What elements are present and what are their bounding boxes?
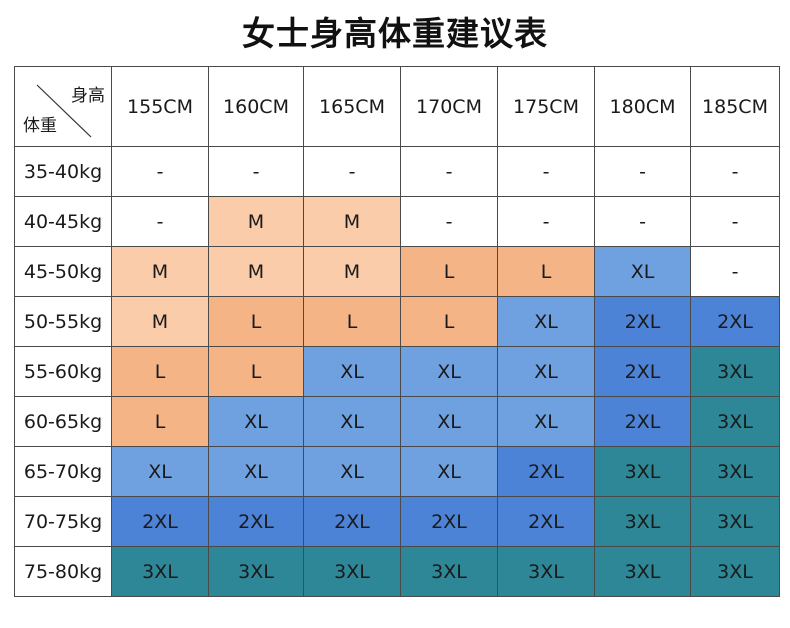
size-cell: - <box>497 196 595 247</box>
size-cell: 2XL <box>594 396 691 447</box>
height-header-165: 165CM <box>303 66 401 147</box>
corner-cell: 身高 体重 <box>14 66 112 147</box>
corner-height-label: 身高 <box>71 86 105 106</box>
size-cell: XL <box>111 446 209 497</box>
size-cell: M <box>303 196 401 247</box>
weight-label: 50-55kg <box>14 296 112 347</box>
table-row: 75-80kg 3XL 3XL 3XL 3XL 3XL 3XL 3XL <box>14 546 780 597</box>
size-cell: 3XL <box>690 446 780 497</box>
size-cell: 2XL <box>594 346 691 397</box>
size-cell: XL <box>400 446 498 497</box>
size-cell: XL <box>594 246 691 297</box>
size-cell: - <box>111 146 209 197</box>
weight-label: 75-80kg <box>14 546 112 597</box>
size-cell: - <box>208 146 304 197</box>
table-row: 40-45kg - M M - - - - <box>14 196 780 247</box>
header-row: 身高 体重 155CM 160CM 165CM 170CM 175CM 180C… <box>14 66 780 147</box>
size-cell: XL <box>303 346 401 397</box>
size-cell: XL <box>208 396 304 447</box>
size-cell: 3XL <box>594 546 691 597</box>
size-cell: L <box>111 396 209 447</box>
size-cell: 2XL <box>303 496 401 547</box>
size-cell: 3XL <box>400 546 498 597</box>
table-row: 35-40kg - - - - - - - <box>14 146 780 197</box>
size-cell: 3XL <box>690 496 780 547</box>
size-cell: XL <box>497 346 595 397</box>
table-row: 55-60kg L L XL XL XL 2XL 3XL <box>14 346 780 397</box>
size-cell: 2XL <box>594 296 691 347</box>
corner-weight-label: 体重 <box>23 116 57 136</box>
size-cell: - <box>303 146 401 197</box>
size-cell: 3XL <box>594 446 691 497</box>
weight-label: 45-50kg <box>14 246 112 297</box>
height-header-175: 175CM <box>497 66 595 147</box>
size-cell: L <box>111 346 209 397</box>
size-cell: M <box>208 246 304 297</box>
size-cell: - <box>497 146 595 197</box>
table-body: 35-40kg - - - - - - - 40-45kg - M M - - … <box>14 146 780 597</box>
size-cell: 3XL <box>690 546 780 597</box>
size-cell: - <box>594 196 691 247</box>
size-recommendation-table: 身高 体重 155CM 160CM 165CM 170CM 175CM 180C… <box>14 66 780 597</box>
size-cell: 3XL <box>303 546 401 597</box>
size-cell: XL <box>303 396 401 447</box>
size-cell: XL <box>303 446 401 497</box>
weight-label: 35-40kg <box>14 146 112 197</box>
height-header-185: 185CM <box>690 66 780 147</box>
table-row: 60-65kg L XL XL XL XL 2XL 3XL <box>14 396 780 447</box>
table-row: 65-70kg XL XL XL XL 2XL 3XL 3XL <box>14 446 780 497</box>
weight-label: 70-75kg <box>14 496 112 547</box>
table-row: 70-75kg 2XL 2XL 2XL 2XL 2XL 3XL 3XL <box>14 496 780 547</box>
size-cell: L <box>497 246 595 297</box>
weight-label: 40-45kg <box>14 196 112 247</box>
height-header-170: 170CM <box>400 66 498 147</box>
size-cell: 3XL <box>690 396 780 447</box>
size-cell: M <box>303 246 401 297</box>
size-cell: 3XL <box>208 546 304 597</box>
size-cell: XL <box>400 346 498 397</box>
size-cell: - <box>400 146 498 197</box>
table-row: 50-55kg M L L L XL 2XL 2XL <box>14 296 780 347</box>
size-cell: - <box>111 196 209 247</box>
size-cell: M <box>208 196 304 247</box>
size-cell: - <box>690 146 780 197</box>
size-cell: M <box>111 296 209 347</box>
size-cell: XL <box>208 446 304 497</box>
weight-label: 60-65kg <box>14 396 112 447</box>
chart-title: 女士身高体重建议表 <box>242 14 548 53</box>
size-cell: L <box>208 296 304 347</box>
height-header-180: 180CM <box>594 66 691 147</box>
size-cell: L <box>303 296 401 347</box>
size-cell: 2XL <box>111 496 209 547</box>
size-cell: L <box>208 346 304 397</box>
size-cell: 3XL <box>497 546 595 597</box>
size-cell: M <box>111 246 209 297</box>
height-header-155: 155CM <box>111 66 209 147</box>
size-cell: 2XL <box>208 496 304 547</box>
size-cell: 2XL <box>497 446 595 497</box>
table-row: 45-50kg M M M L L XL - <box>14 246 780 297</box>
size-cell: L <box>400 296 498 347</box>
size-cell: - <box>690 246 780 297</box>
size-cell: 3XL <box>111 546 209 597</box>
size-cell: 3XL <box>690 346 780 397</box>
size-cell: - <box>690 196 780 247</box>
size-cell: - <box>594 146 691 197</box>
size-cell: XL <box>400 396 498 447</box>
size-cell: XL <box>497 296 595 347</box>
height-header-160: 160CM <box>208 66 304 147</box>
size-cell: XL <box>497 396 595 447</box>
diagonal-divider <box>36 84 92 138</box>
size-cell: 2XL <box>690 296 780 347</box>
size-cell: 3XL <box>594 496 691 547</box>
size-cell: 2XL <box>497 496 595 547</box>
size-cell: - <box>400 196 498 247</box>
weight-label: 65-70kg <box>14 446 112 497</box>
size-cell: 2XL <box>400 496 498 547</box>
weight-label: 55-60kg <box>14 346 112 397</box>
size-cell: L <box>400 246 498 297</box>
